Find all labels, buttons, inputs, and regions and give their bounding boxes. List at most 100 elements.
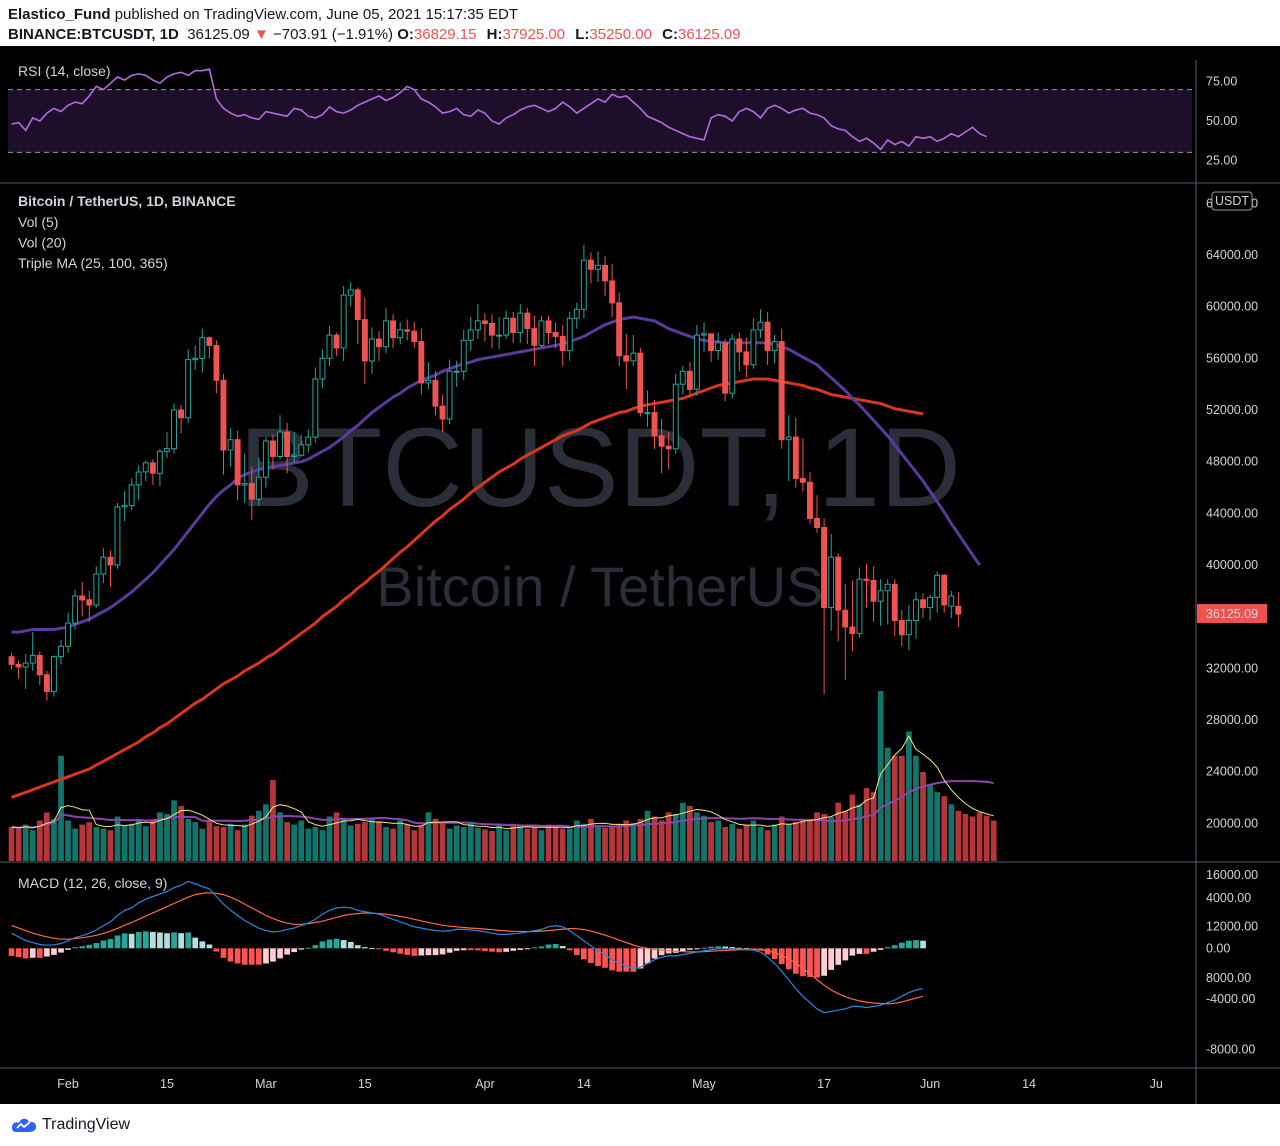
low-label: L:: [575, 26, 590, 43]
candle: [185, 349, 192, 423]
macd-histogram-bar: [680, 948, 686, 952]
volume-bar: [362, 822, 368, 861]
candle-body: [708, 333, 714, 352]
volume-bar: [538, 830, 545, 861]
candle-body: [595, 264, 601, 270]
candle: [305, 429, 312, 453]
trading-chart[interactable]: 75.00 50.00 25.00 RSI (14, close) BTCUSDT, 1…: [0, 46, 1280, 1104]
volume-bar: [93, 827, 100, 861]
candle-body: [489, 323, 495, 336]
rsi-band: [8, 89, 1192, 153]
price-axis-tick: 16000.00: [1206, 868, 1258, 882]
volume-bar: [227, 823, 234, 861]
candle: [192, 345, 199, 370]
last-price: 36125.09: [187, 26, 250, 43]
candle-body: [474, 320, 481, 331]
candle-body: [559, 335, 566, 352]
macd-histogram-bar: [644, 948, 651, 964]
macd-histogram-bar: [305, 947, 312, 949]
volume-bar: [425, 812, 432, 861]
candle: [630, 335, 637, 367]
publish-text: published on TradingView.com, June 05, 2…: [114, 6, 519, 23]
macd-histogram-bar: [842, 948, 849, 961]
macd-histogram-bar: [298, 948, 305, 950]
volume-bar: [333, 812, 340, 861]
candle-body: [43, 674, 50, 693]
currency-badge: [1211, 191, 1253, 211]
volume-bar: [150, 820, 156, 861]
macd-histogram-bar: [913, 940, 919, 949]
candle-body: [616, 302, 623, 357]
tradingview-logo-icon[interactable]: [10, 1114, 38, 1134]
price-axis-tick: 52000.00: [1206, 403, 1258, 417]
macd-histogram-bar: [425, 948, 432, 956]
candle: [425, 362, 432, 390]
macd-histogram-bar: [37, 948, 43, 958]
author-name[interactable]: Elastico_Fund: [8, 6, 111, 23]
rsi-axis-tick: 75.00: [1206, 75, 1237, 89]
candle-body: [771, 341, 778, 352]
candle-body: [955, 605, 962, 615]
macd-histogram-bar: [65, 948, 71, 950]
candle: [460, 329, 467, 381]
high-value: 37925.00: [502, 26, 566, 43]
volume-bar: [383, 827, 389, 861]
candle-body: [573, 308, 580, 319]
candle-body: [171, 409, 178, 450]
candle: [658, 419, 665, 474]
candle-body: [891, 583, 898, 621]
candle: [376, 331, 382, 361]
macd-axis-tick: 4000.00: [1206, 891, 1251, 905]
volume-bar: [256, 810, 262, 861]
candle: [291, 432, 298, 463]
volume-bar: [65, 820, 71, 861]
price-axis-tick: 28000.00: [1206, 713, 1258, 727]
candle-body: [814, 518, 820, 528]
candle-body: [905, 620, 912, 636]
macd-histogram-bar: [489, 948, 495, 952]
candle-body: [397, 329, 404, 339]
macd-histogram-bar: [863, 948, 870, 954]
candle: [941, 574, 948, 613]
volume-bar: [397, 820, 403, 861]
macd-histogram-bar: [602, 948, 608, 968]
macd-histogram-bar: [121, 933, 128, 949]
volume-bar: [800, 818, 806, 861]
macd-histogram-bar: [743, 948, 750, 950]
open-label: O:: [397, 26, 414, 43]
candle: [397, 322, 404, 345]
volume-bar: [453, 825, 460, 861]
time-axis-tick: 15: [358, 1077, 372, 1091]
footer-brand[interactable]: TradingView: [42, 1116, 131, 1133]
candle-body: [821, 527, 827, 609]
candle-body: [863, 578, 870, 582]
price-axis-tick: 8000.00: [1206, 971, 1251, 985]
candle-body: [185, 359, 192, 419]
macd-histogram-bar: [22, 948, 29, 959]
macd-histogram-bar: [849, 948, 856, 956]
candle-body: [376, 338, 382, 348]
volume-bar: [199, 828, 206, 861]
volume-bar: [418, 825, 425, 861]
candle-body: [870, 580, 877, 602]
candle-body: [934, 574, 941, 598]
candle: [757, 309, 764, 338]
candle-body: [65, 622, 71, 647]
candle-body: [234, 439, 241, 486]
macd-histogram-bar: [312, 945, 319, 949]
volume-bar: [983, 815, 990, 861]
candle-body: [693, 334, 700, 390]
candle: [404, 319, 411, 341]
macd-histogram-bar: [538, 946, 545, 949]
candle: [432, 371, 439, 416]
candle-body: [545, 320, 552, 333]
macd-histogram-bar: [460, 948, 467, 951]
volume-bar: [588, 818, 594, 861]
candle-body: [128, 484, 135, 507]
price-axis-tick: 40000.00: [1206, 558, 1258, 572]
candle-body: [58, 645, 64, 658]
candle: [489, 314, 495, 348]
macd-histogram-bar: [72, 947, 78, 949]
macd-histogram-bar: [920, 940, 926, 949]
candle: [842, 584, 849, 680]
